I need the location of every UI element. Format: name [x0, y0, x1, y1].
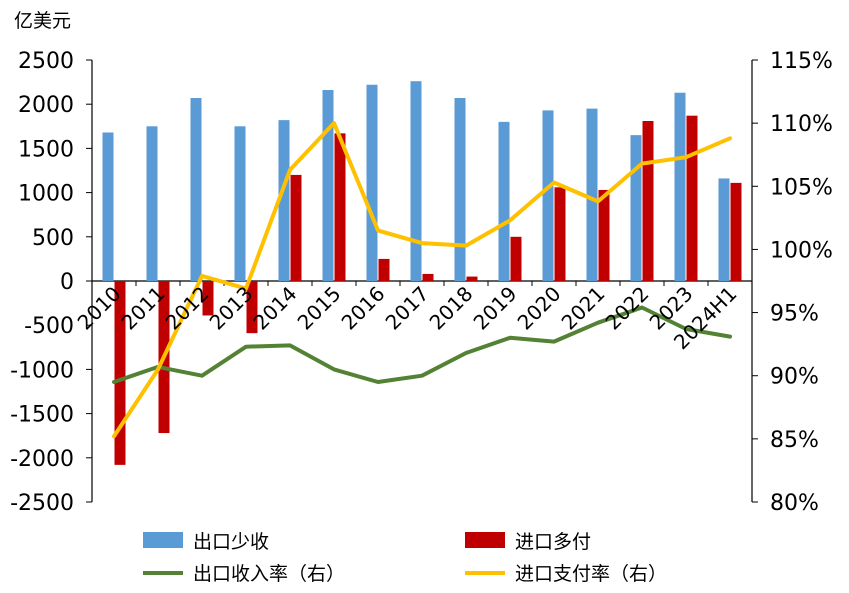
- left-tick-label: -1000: [10, 358, 74, 383]
- category-label: 2019: [469, 282, 522, 335]
- bar-import-overpay: [598, 189, 610, 281]
- legend-label: 出口少收: [193, 531, 269, 553]
- left-axis-ticks: 2500 2000 1500 1000 500 0 -500 -1000 -1500 -2000 -…: [10, 49, 92, 516]
- right-tick-label: 115%: [770, 49, 833, 74]
- right-tick-label: 90%: [770, 365, 819, 390]
- bar-import-overpay: [642, 120, 654, 281]
- bar-export-shortfall: [542, 110, 554, 281]
- right-axis-ticks: 115% 110% 105% 100% 95% 90% 85% 80%: [752, 49, 833, 516]
- y-axis-unit-label: 亿美元: [14, 10, 71, 32]
- category-label: 2017: [381, 282, 434, 335]
- left-tick-label: 500: [32, 226, 74, 251]
- bar-import-overpay: [378, 258, 390, 281]
- left-tick-label: 2500: [18, 49, 74, 74]
- left-tick-label: 0: [60, 270, 74, 295]
- line-export-receipt-rate: [112, 305, 732, 384]
- bar-export-shortfall: [234, 126, 246, 281]
- legend-swatch: [465, 532, 505, 548]
- bar-export-shortfall: [322, 90, 334, 281]
- category-label: 2018: [425, 282, 478, 335]
- bar-export-shortfall: [190, 98, 202, 282]
- bar-export-shortfall: [410, 81, 422, 281]
- bar-export-shortfall: [102, 132, 114, 281]
- legend-swatch: [143, 532, 183, 548]
- right-tick-label: 110%: [770, 112, 833, 137]
- left-tick-label: 1500: [18, 137, 74, 162]
- legend-label: 出口收入率（右）: [193, 563, 345, 585]
- bar-export-shortfall: [674, 92, 686, 281]
- right-tick-label: 100%: [770, 238, 833, 263]
- left-tick-label: -500: [24, 314, 74, 339]
- lines: [112, 121, 732, 439]
- bar-import-overpay: [334, 133, 346, 281]
- bar-import-overpay: [510, 236, 522, 281]
- bar-export-shortfall: [146, 126, 158, 281]
- left-tick-label: -1500: [10, 403, 74, 428]
- right-tick-label: 105%: [770, 175, 833, 200]
- bar-import-overpay: [422, 273, 434, 281]
- bar-import-overpay: [730, 182, 742, 281]
- bar-export-shortfall: [278, 120, 290, 281]
- left-tick-label: 2000: [18, 93, 74, 118]
- category-labels: 2010201120122013201420152016201720182019…: [73, 282, 742, 355]
- category-label: 2021: [557, 282, 610, 335]
- bar-export-shortfall: [630, 135, 642, 281]
- bar-import-overpay: [246, 281, 258, 334]
- bar-export-shortfall: [454, 98, 466, 282]
- left-tick-label: -2500: [10, 491, 74, 516]
- category-label: 2016: [337, 282, 390, 335]
- bar-export-shortfall: [586, 108, 598, 282]
- legend-label: 进口支付率（右）: [515, 563, 667, 585]
- bar-import-overpay: [114, 281, 126, 465]
- bar-export-shortfall: [498, 121, 510, 281]
- right-tick-label: 95%: [770, 302, 819, 327]
- left-tick-label: -2000: [10, 447, 74, 472]
- right-tick-label: 80%: [770, 491, 819, 516]
- line-import-payment-rate: [112, 121, 732, 439]
- bar-import-overpay: [554, 187, 566, 281]
- category-label: 2020: [513, 282, 566, 335]
- bar-import-overpay: [290, 174, 302, 281]
- bar-export-shortfall: [718, 178, 730, 281]
- left-tick-label: 1000: [18, 182, 74, 207]
- bar-import-overpay: [466, 276, 478, 281]
- right-tick-label: 85%: [770, 428, 819, 453]
- bars: [102, 81, 742, 465]
- category-label: 2015: [293, 282, 346, 335]
- axes: [91, 60, 753, 502]
- bar-import-overpay: [686, 115, 698, 281]
- bar-import-overpay: [202, 281, 214, 316]
- legend-label: 进口多付: [515, 531, 591, 553]
- bar-export-shortfall: [366, 84, 378, 281]
